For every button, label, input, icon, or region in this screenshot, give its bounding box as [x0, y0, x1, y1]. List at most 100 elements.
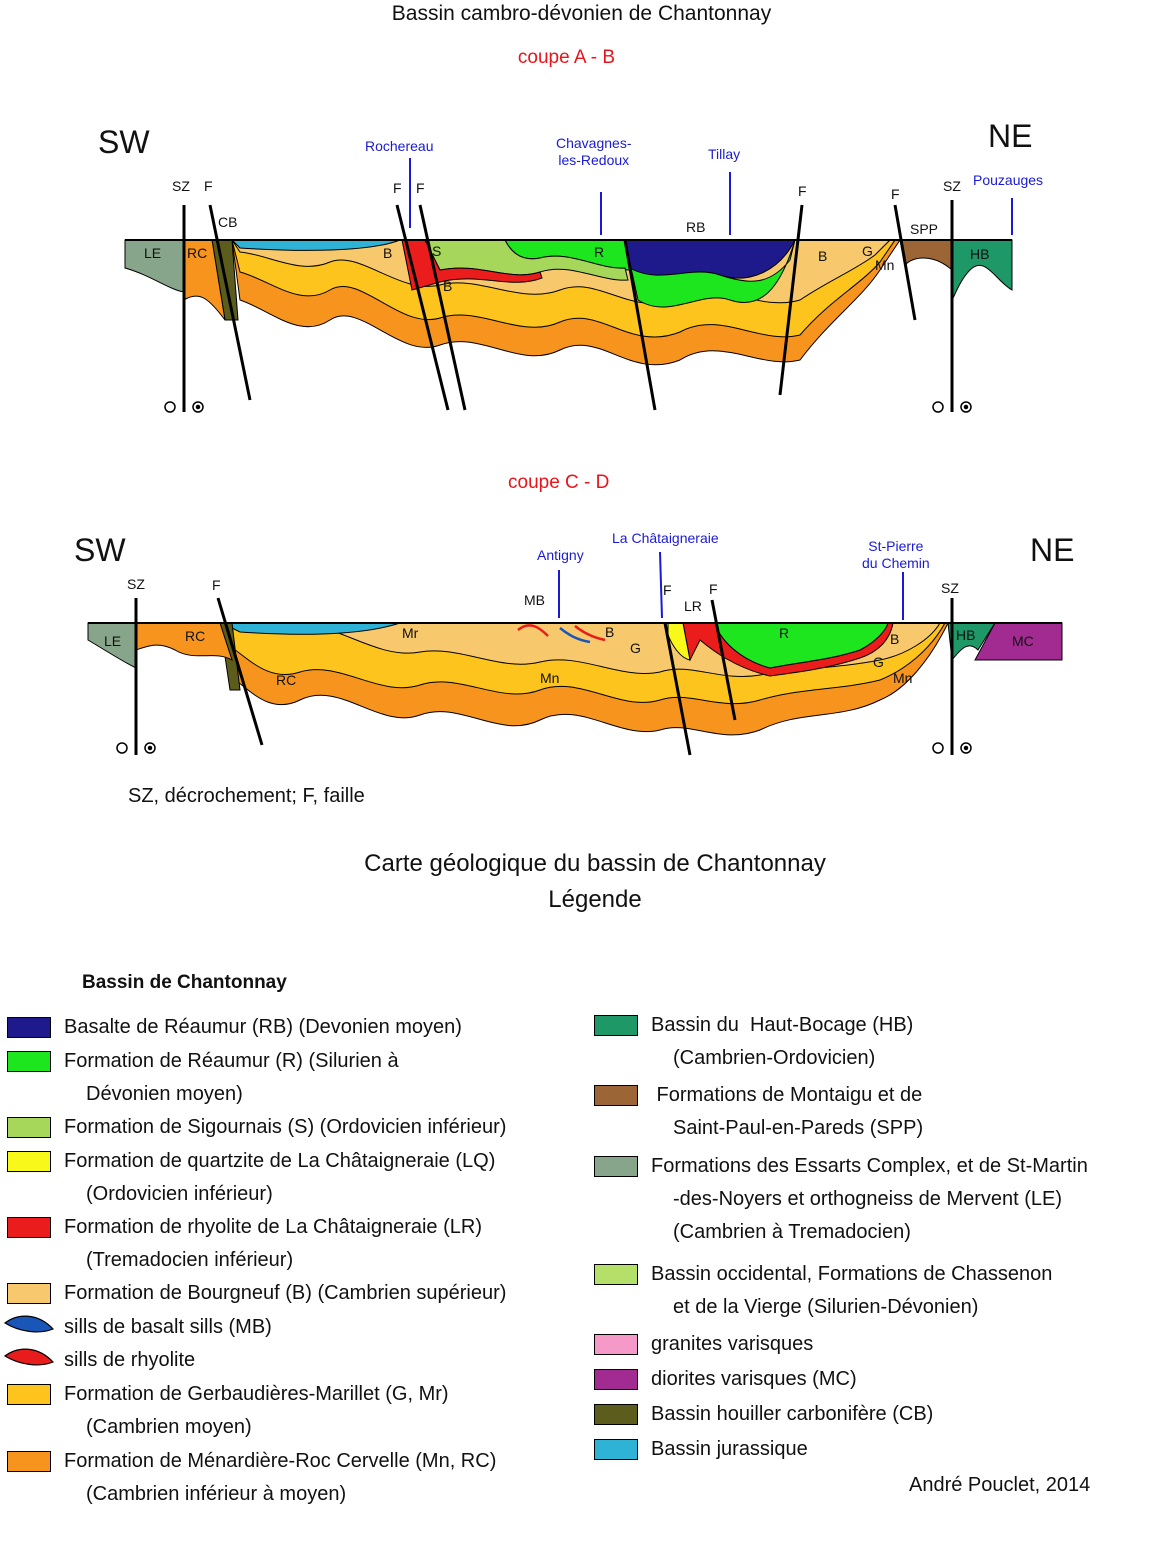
- ab-unit-le: LE: [144, 245, 162, 261]
- cd-unit-b-2: B: [890, 631, 900, 647]
- legend-item: Formation de Sigournais (S) (Ordovicien …: [64, 1111, 506, 1144]
- ab-unit-spp: SPP: [910, 221, 939, 237]
- place-tillay: Tillay: [708, 146, 741, 162]
- abbreviation-note: SZ, décrochement; F, faille: [128, 785, 365, 807]
- cd-unit-mn-2: Mn: [893, 670, 913, 686]
- ab-unit-rc: RC: [187, 245, 208, 261]
- legend-item: Bassin du Haut-Bocage (HB) (Cambrien-Ordo…: [651, 1009, 913, 1075]
- legend-swatch: [594, 1264, 638, 1285]
- section-cd-place-ticks: [558, 551, 904, 620]
- cd-unit-g-1: G: [630, 640, 641, 656]
- legend-item: sills de rhyolite: [64, 1344, 195, 1377]
- section-cd-sills: [517, 624, 606, 644]
- section-cd-strike-symbols: [116, 742, 972, 754]
- legend-item-text: et de la Vierge (Silurien-Dévonien): [673, 1296, 979, 1318]
- author-credit: André Pouclet, 2014: [909, 1474, 1091, 1496]
- ab-unit-r: R: [594, 244, 605, 260]
- layer-ab-hb: [951, 239, 1013, 302]
- section-cd-label: coupe C - D: [508, 472, 610, 493]
- cross-section-cd: [87, 551, 1063, 756]
- legend-swatch: [594, 1404, 638, 1425]
- layer-cd-r: [714, 622, 889, 669]
- cd-sw-label: SW: [74, 532, 126, 568]
- place-antigny: Antigny: [537, 547, 584, 563]
- cd-fault-f-2: F: [663, 582, 672, 598]
- map-title-line1: Carte géologique du bassin de Chantonnay: [364, 850, 826, 877]
- legend-item: Formation de Ménardière-Roc Cervelle (Mn…: [64, 1445, 496, 1511]
- cd-unit-mr: Mr: [402, 625, 419, 641]
- legend-item: Formation de Bourgneuf (B) (Cambrien sup…: [64, 1277, 506, 1310]
- cd-unit-rc-2: RC: [276, 672, 297, 688]
- legend-swatch: [7, 1283, 51, 1304]
- legend-item-text: sills de rhyolite: [64, 1349, 196, 1371]
- section-ab-place-ticks: [409, 158, 1013, 235]
- legend-item-text: Formation de Sigournais (S) (Ordovicien …: [64, 1116, 507, 1138]
- map-title-line2: Légende: [548, 886, 642, 913]
- ab-unit-hb: HB: [970, 246, 990, 262]
- figure-title: Bassin cambro-dévonien de Chantonnay: [391, 2, 772, 25]
- legend-item: Bassin jurassique: [651, 1433, 808, 1466]
- legend-item: sills de basalt sills (MB): [64, 1311, 272, 1344]
- ab-fault-sz-west: SZ: [172, 178, 190, 194]
- legend-swatch: [7, 1017, 51, 1038]
- legend-item-text: Basalte de Réaumur (RB) (Devonien moyen): [64, 1016, 462, 1038]
- legend-swatch: [7, 1384, 51, 1405]
- ab-unit-rb: RB: [686, 219, 706, 235]
- cd-label-mb: MB: [524, 592, 545, 608]
- cd-unit-g-2: G: [873, 654, 884, 670]
- place-chavagnes: Chavagnes- les-Redoux: [556, 135, 632, 168]
- place-la-chataigneraie: La Châtaigneraie: [612, 530, 719, 546]
- ab-fault-f-1: F: [204, 178, 213, 194]
- legend-item-text: Saint-Paul-en-Pareds (SPP): [673, 1117, 924, 1139]
- legend-item: Formation de quartzite de La Châtaignera…: [64, 1145, 495, 1211]
- layer-ab-spp: [899, 239, 953, 272]
- legend-swatch: [594, 1369, 638, 1390]
- place-st-pierre: St-Pierre du Chemin: [862, 538, 930, 571]
- legend-item-text: Bassin houiller carbonifère (CB): [651, 1403, 934, 1425]
- legend-item-text: Formation de Gerbaudières-Marillet (G, M…: [64, 1383, 449, 1405]
- legend-item-text: Formation de Ménardière-Roc Cervelle (Mn…: [64, 1450, 497, 1472]
- legend-item: Bassin houiller carbonifère (CB): [651, 1398, 933, 1431]
- legend-swatch: [7, 1217, 51, 1238]
- layer-cd-rc: [135, 622, 233, 662]
- legend-item-text: Formation de quartzite de La Châtaignera…: [64, 1150, 496, 1172]
- ab-unit-g: G: [862, 243, 873, 259]
- legend-item-text: (Cambrien à Tremadocien): [673, 1221, 911, 1243]
- cross-section-ab: [124, 158, 1013, 413]
- cd-ne-label: NE: [1030, 532, 1075, 568]
- cd-unit-hb: HB: [956, 627, 976, 643]
- legend-swatch: [594, 1015, 638, 1036]
- cd-unit-le: LE: [104, 633, 122, 649]
- legend-swatch: [7, 1451, 51, 1472]
- ab-fault-f-3: F: [416, 180, 425, 196]
- ab-unit-b-3: B: [818, 248, 828, 264]
- legend-item-text: Dévonien moyen): [86, 1083, 243, 1105]
- cd-fault-sz-west: SZ: [127, 576, 145, 592]
- legend-item: Formation de Réaumur (R) (Silurien à Dévo…: [64, 1045, 399, 1111]
- ab-fault-f-5: F: [891, 186, 900, 202]
- map-title: Carte géologique du bassin de Chantonnay…: [0, 846, 1163, 918]
- legend-item-text: granites varisques: [651, 1333, 814, 1355]
- legend-item-text: Bassin jurassique: [651, 1438, 808, 1460]
- section-ab-strike-symbols: [164, 401, 972, 413]
- cd-fault-sz-east: SZ: [941, 580, 959, 596]
- legend-item: Formations des Essarts Complex, et de St…: [651, 1150, 1088, 1249]
- legend-item-text: Formation de rhyolite de La Châtaignerai…: [64, 1216, 482, 1238]
- legend-item-text: (Ordovicien inférieur): [86, 1183, 273, 1205]
- section-cd-layers: [87, 622, 1063, 736]
- legend-item-text: Formations des Essarts Complex, et de St…: [651, 1155, 1088, 1177]
- legend-item: Basalte de Réaumur (RB) (Devonien moyen): [64, 1011, 462, 1044]
- legend-item-text: (Cambrien-Ordovicien): [673, 1047, 876, 1069]
- cd-unit-r: R: [779, 625, 790, 641]
- legend-swatch: [594, 1156, 638, 1177]
- legend-item-text: -des-Noyers et orthogneiss de Mervent (L…: [673, 1188, 1063, 1210]
- legend-swatch: [594, 1334, 638, 1355]
- section-ab-layers: [124, 239, 1013, 366]
- place-rochereau: Rochereau: [365, 138, 434, 154]
- cd-unit-b-1: B: [605, 624, 615, 640]
- ab-unit-s: S: [432, 243, 442, 259]
- legend-item-text: Formations de Montaigu et de: [651, 1084, 923, 1106]
- ab-label-cb: CB: [218, 214, 238, 230]
- legend-item: Formation de Gerbaudières-Marillet (G, M…: [64, 1378, 449, 1444]
- ab-sw-label: SW: [98, 124, 150, 160]
